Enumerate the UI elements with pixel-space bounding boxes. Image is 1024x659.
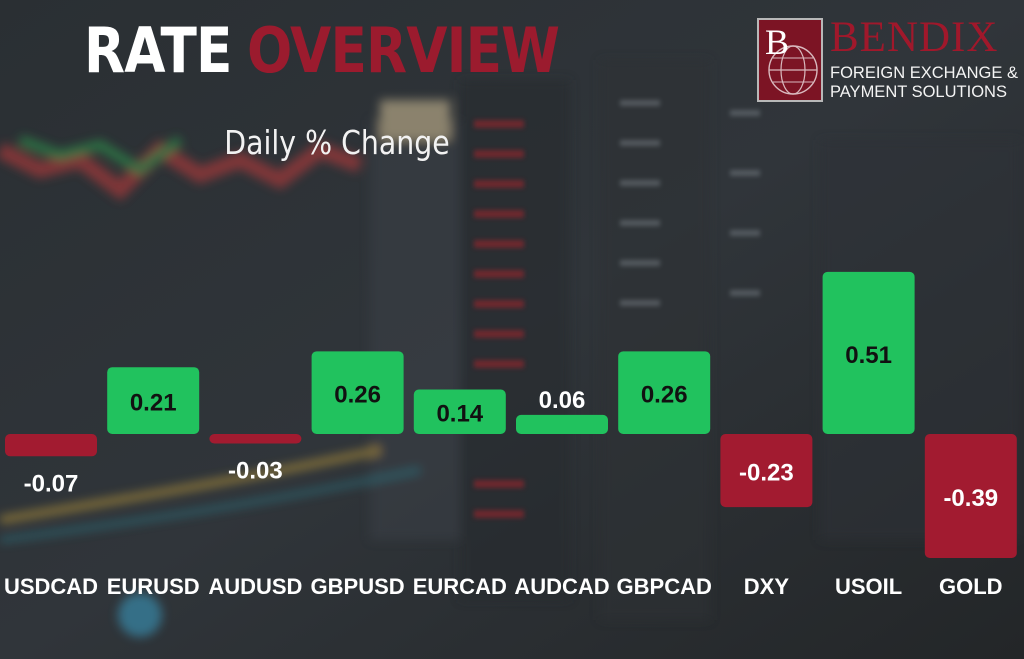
category-label: AUDUSD: [208, 574, 302, 599]
logo-letter: B: [765, 22, 789, 62]
chart-subtitle: Daily % Change: [224, 123, 450, 162]
title-word-rate: RATE: [84, 14, 232, 87]
category-label: EURCAD: [413, 574, 507, 599]
logo-tagline-line1: FOREIGN EXCHANGE &: [830, 64, 1018, 82]
bar-audcad: [516, 414, 608, 434]
category-label: AUDCAD: [514, 574, 609, 599]
category-label: GBPUSD: [311, 574, 405, 599]
globe-logo-icon: B: [757, 18, 823, 102]
bar-eurcad: [413, 389, 506, 434]
category-label: USOIL: [835, 574, 902, 599]
logo-brand-name: BENDIX: [830, 14, 999, 61]
value-label: 0.21: [130, 390, 177, 417]
page-title: RATE OVERVIEW: [84, 20, 560, 82]
category-label: GBPCAD: [617, 574, 712, 599]
category-label: DXY: [744, 574, 790, 599]
bar-usoil: [822, 271, 915, 434]
logo-tagline: FOREIGN EXCHANGE & PAYMENT SOLUTIONS: [830, 64, 1018, 102]
value-label: 0.26: [641, 382, 688, 409]
bar-audusd: [209, 434, 302, 444]
value-label: -0.39: [943, 485, 998, 512]
value-label: -0.03: [228, 458, 283, 485]
value-label: -0.07: [24, 470, 79, 497]
bendix-logo: B BENDIX FOREIGN EXCHANGE & PAYMENT SOLU…: [757, 14, 1021, 104]
value-label: 0.51: [845, 342, 892, 369]
bar-gbpusd: [311, 351, 404, 434]
bar-usdcad: [5, 434, 97, 457]
title-word-overview: OVERVIEW: [247, 14, 560, 87]
value-label: 0.26: [334, 382, 381, 409]
category-label: EURUSD: [107, 574, 200, 599]
value-label: -0.23: [739, 460, 794, 487]
value-label: 0.06: [539, 387, 586, 414]
bar-gbpcad: [618, 351, 711, 434]
value-label: 0.14: [436, 401, 483, 428]
logo-tagline-line2: PAYMENT SOLUTIONS: [830, 83, 1007, 101]
category-label: USDCAD: [4, 574, 98, 599]
bar-gold: [924, 434, 1017, 559]
bar-dxy: [720, 434, 813, 508]
category-label: GOLD: [939, 574, 1003, 599]
bar-eurusd: [107, 367, 200, 434]
